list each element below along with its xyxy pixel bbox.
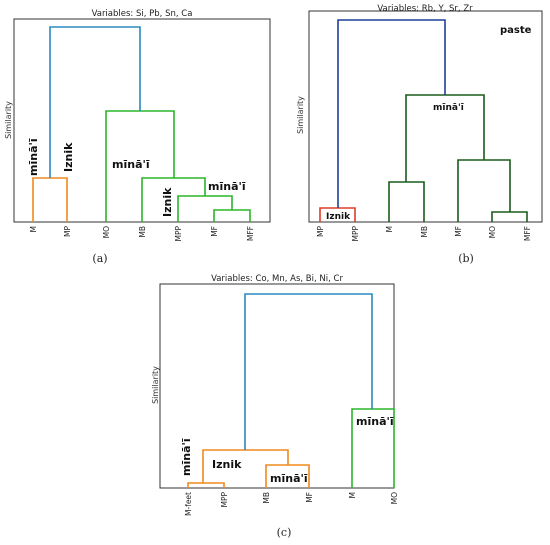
panel-a-title: Variables: Si, Pb, Sn, Ca	[92, 9, 193, 19]
panel-a-link-root	[49, 26, 141, 178]
panel-a-link-mf-mff	[213, 209, 251, 222]
panel-c-group-label: mīnā'ī	[356, 415, 394, 428]
panel-c-leaf-label: MF	[305, 492, 314, 503]
panel-b-link-root	[337, 19, 446, 208]
panel-b-leaf-label: MP	[316, 226, 325, 237]
panel-c-link-m-mo	[351, 408, 395, 488]
panel-a-y-label: Similarity	[4, 101, 13, 139]
panel-c-leaf-label: MPP	[220, 492, 229, 508]
panel-c-title: Variables: Co, Mn, As, Bi, Ni, Cr	[211, 274, 343, 284]
panel-c-frame	[159, 283, 395, 489]
panel-b-leaf-label: MFF	[523, 226, 532, 241]
panel-c-group-label: Iznik	[212, 458, 242, 471]
panel-b-leaf-label: M	[385, 226, 394, 232]
panel-a-group-label: mīnā'ī	[208, 180, 246, 193]
panel-c: Variables: Co, Mn, As, Bi, Ni, Cr Simila…	[151, 274, 399, 539]
panel-b-caption: (b)	[458, 252, 474, 265]
panel-a-caption: (a)	[92, 252, 107, 265]
panel-a-group-label: Iznik	[161, 187, 174, 217]
panel-b-leaf-label: MB	[420, 226, 429, 238]
panel-c-y-label: Similarity	[151, 366, 160, 404]
panel-b-annotation: paste	[500, 25, 532, 36]
panel-b-leaf-label: MF	[454, 226, 463, 237]
panel-c-leaf-label: MO	[390, 492, 399, 504]
panel-c-group-label: mīnā'ī	[270, 472, 308, 485]
panel-c-leaf-label: MB	[262, 492, 271, 504]
panel-c-link-root	[244, 293, 373, 450]
panel-b-group-label: mīnā'ī	[433, 103, 464, 113]
panel-a-group-label: Iznik	[62, 142, 75, 172]
panel-c-group-label: mīnā'ī	[180, 438, 193, 476]
panel-b-leaf-label: MO	[488, 226, 497, 238]
panel-b-frame	[308, 10, 543, 223]
panel-a-leaf-label: MO	[102, 226, 111, 238]
panel-b: Variables: Rb, Y, Sr, Zr Similarity past…	[296, 4, 543, 265]
panel-a-leaf-label: MF	[210, 226, 219, 237]
panel-c-leaf-label: M	[348, 492, 357, 498]
panel-b-y-label: Similarity	[296, 96, 305, 134]
panel-c-leaf-label: M-feet	[184, 492, 193, 516]
panel-b-title: Variables: Rb, Y, Sr, Zr	[377, 4, 473, 14]
panel-a-link-m-mp	[32, 177, 68, 222]
panel-a-leaf-label: M	[29, 226, 38, 232]
panel-b-group-label: Iznik	[326, 212, 351, 222]
panel-c-caption: (c)	[277, 526, 292, 539]
panel-a-leaf-label: MP	[63, 226, 72, 237]
panel-a-leaf-label: MPP	[174, 226, 183, 242]
panel-b-leaf-label: MPP	[351, 226, 360, 242]
panel-a-leaf-label: MB	[138, 226, 147, 238]
panel-a-group-label: mīnā'ī	[112, 158, 150, 171]
panel-b-link-m-mb	[388, 181, 425, 222]
panel-a: Variables: Si, Pb, Sn, Ca Similarity M M…	[4, 9, 271, 265]
panel-a-leaf-label: MFF	[246, 226, 255, 241]
panel-b-link-mo-mff	[491, 211, 528, 222]
panel-a-link-mpp-group	[177, 195, 233, 222]
panel-a-group-label: mīnā'ī	[27, 138, 40, 176]
panel-c-link-mfeet-mpp	[187, 482, 225, 488]
